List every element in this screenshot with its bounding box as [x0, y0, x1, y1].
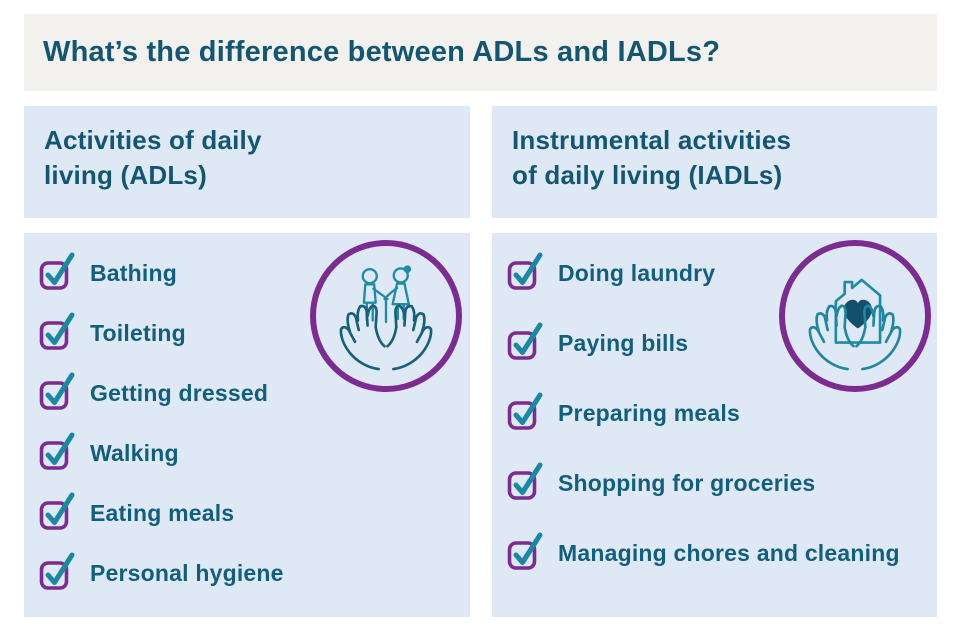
check-item-label: Getting dressed — [90, 379, 269, 406]
check-item-label: Personal hygiene — [90, 559, 284, 586]
list-item: Bathing — [24, 243, 470, 303]
checkbox-checked-icon — [507, 532, 543, 570]
check-item-label: Bathing — [90, 259, 177, 286]
adls-card: Bathing Toileting Getting dressed Walkin… — [24, 233, 470, 617]
list-item: Doing laundry — [492, 238, 937, 308]
adls-column-header: Activities of daily living (ADLs) — [24, 106, 470, 218]
check-item-label: Walking — [90, 439, 179, 466]
checkbox-checked-icon — [507, 392, 543, 430]
iadls-card: Doing laundry Paying bills Preparing mea… — [492, 233, 937, 617]
checkbox-checked-icon — [39, 552, 75, 590]
check-item-label: Eating meals — [90, 499, 235, 526]
check-item-label: Managing chores and cleaning — [558, 539, 900, 566]
check-item-label: Toileting — [90, 319, 186, 346]
house-heart-in-hands-icon — [779, 240, 931, 392]
page-title: What’s the difference between ADLs and I… — [43, 36, 721, 68]
title-band: What’s the difference between ADLs and I… — [24, 14, 937, 91]
checkbox-checked-icon — [507, 252, 543, 290]
checkbox-checked-icon — [39, 252, 75, 290]
iadls-header-line-2: of daily living (IADLs) — [512, 159, 783, 190]
list-item: Preparing meals — [492, 378, 937, 448]
list-item: Paying bills — [492, 308, 937, 378]
check-item-label: Preparing meals — [558, 399, 740, 426]
checkbox-checked-icon — [507, 322, 543, 360]
checkbox-checked-icon — [39, 372, 75, 410]
adls-header-line-2: living (ADLs) — [44, 159, 207, 190]
adls-header-line-1: Activities of daily — [44, 125, 262, 155]
checkbox-checked-icon — [507, 462, 543, 500]
list-item: Toileting — [24, 303, 470, 363]
checkbox-checked-icon — [39, 312, 75, 350]
list-item: Eating meals — [24, 483, 470, 543]
iadls-column-header: Instrumental activities of daily living … — [492, 106, 937, 218]
list-item: Managing chores and cleaning — [492, 518, 937, 588]
list-item: Shopping for groceries — [492, 448, 937, 518]
list-item: Personal hygiene — [24, 543, 470, 603]
list-item: Walking — [24, 423, 470, 483]
check-item-label: Doing laundry — [558, 259, 716, 286]
list-item: Getting dressed — [24, 363, 470, 423]
checkbox-checked-icon — [39, 492, 75, 530]
iadls-header-line-1: Instrumental activities — [512, 125, 792, 155]
check-item-label: Paying bills — [558, 329, 689, 356]
iadls-checklist: Doing laundry Paying bills Preparing mea… — [492, 233, 937, 588]
people-in-hands-icon — [310, 240, 462, 392]
checkbox-checked-icon — [39, 432, 75, 470]
adls-checklist: Bathing Toileting Getting dressed Walkin… — [24, 233, 470, 603]
check-item-label: Shopping for groceries — [558, 469, 816, 496]
